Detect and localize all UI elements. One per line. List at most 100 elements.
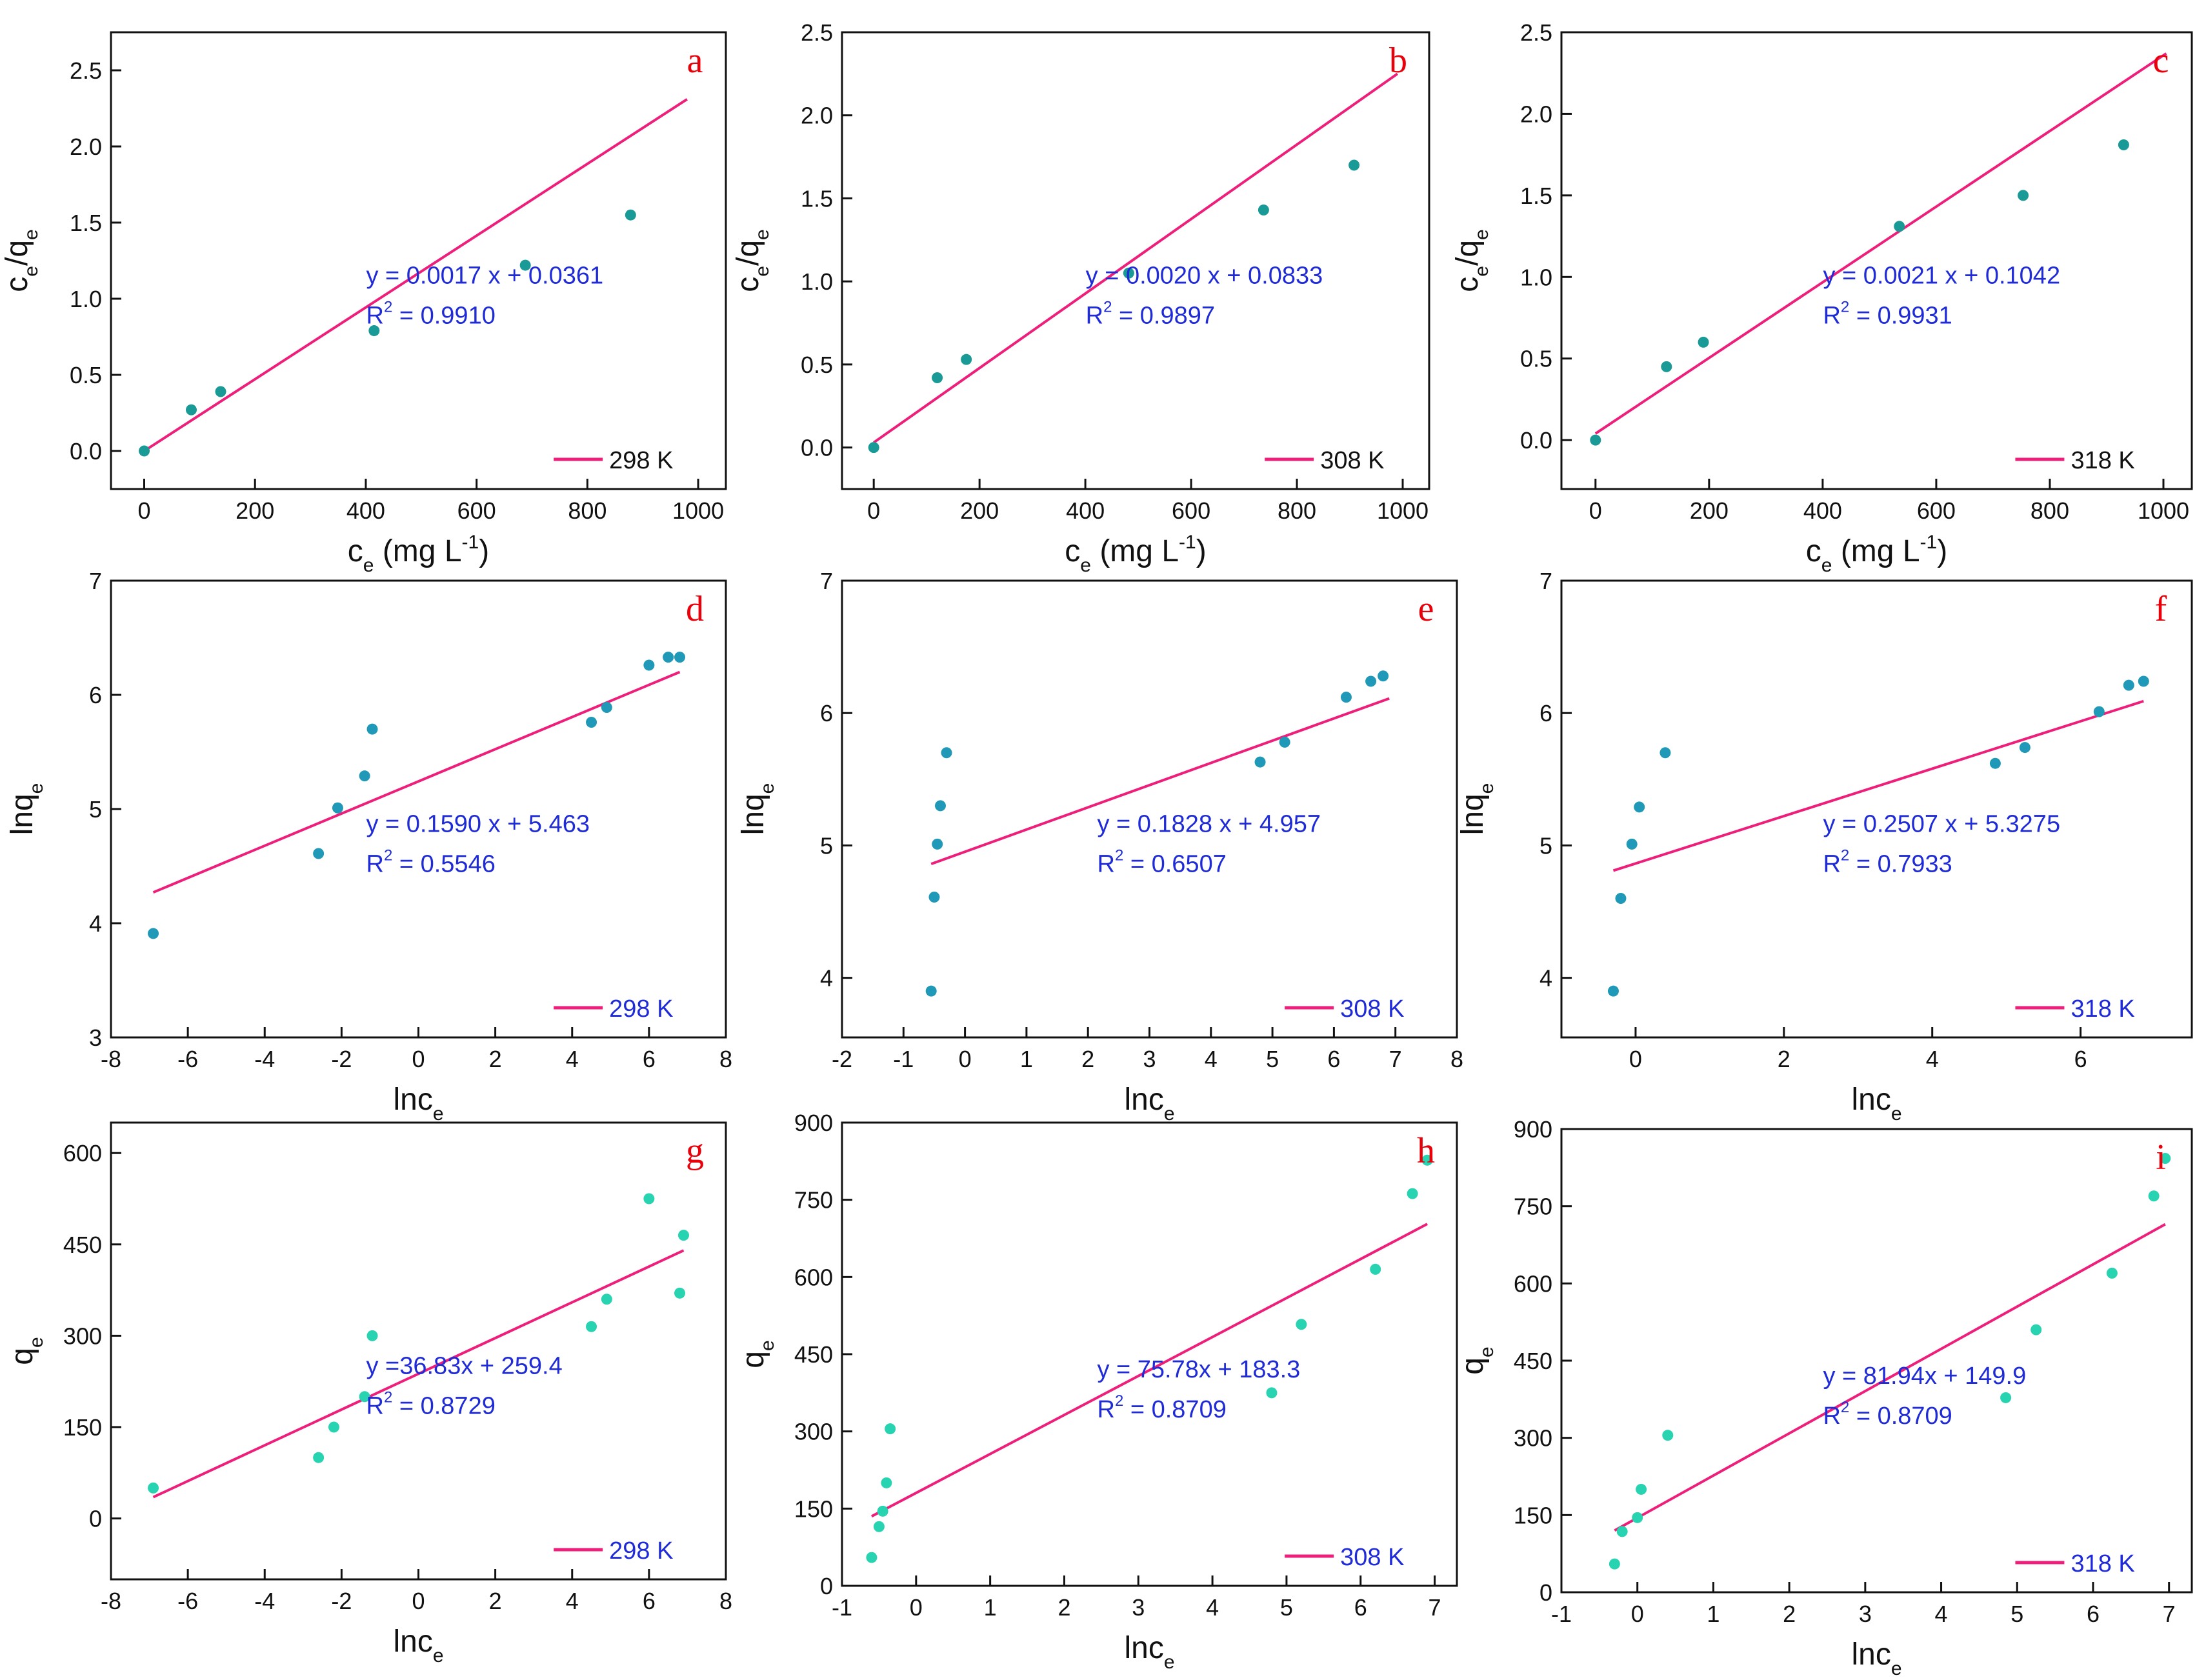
x-tick-label: 0 bbox=[137, 497, 150, 524]
fit-equation: y = 0.2507 x + 5.3275 bbox=[1823, 810, 2060, 837]
fit-line bbox=[930, 697, 1390, 866]
data-point bbox=[932, 838, 943, 850]
panel-letter: f bbox=[2155, 589, 2167, 629]
data-point bbox=[928, 891, 940, 903]
x-tick-label: -6 bbox=[177, 1046, 198, 1072]
data-point bbox=[366, 1330, 378, 1341]
y-tick-label: 1.5 bbox=[1520, 183, 1552, 209]
data-point bbox=[519, 259, 531, 271]
x-tick-label: -2 bbox=[331, 1588, 352, 1614]
y-tick-label: 2.0 bbox=[801, 103, 833, 129]
data-point bbox=[2123, 679, 2134, 691]
panel-letter: d bbox=[686, 589, 704, 629]
x-tick-label: 4 bbox=[566, 1588, 579, 1614]
data-point bbox=[601, 701, 612, 713]
y-tick-label: 7 bbox=[820, 568, 833, 594]
y-tick-label: 0 bbox=[820, 1573, 833, 1599]
data-point bbox=[877, 1505, 888, 1517]
x-tick-label: 4 bbox=[1206, 1594, 1219, 1621]
data-point bbox=[332, 802, 343, 814]
y-axis-title: ce/qe bbox=[0, 229, 42, 292]
data-point bbox=[215, 386, 226, 397]
data-point bbox=[677, 1230, 689, 1241]
data-point bbox=[1989, 757, 2001, 769]
x-tick-label: 200 bbox=[1690, 497, 1729, 524]
data-point bbox=[1661, 361, 1672, 372]
x-axis-title: lnce bbox=[1851, 1083, 1901, 1125]
fit-equation: y =36.83x + 259.4 bbox=[366, 1352, 562, 1379]
data-point bbox=[674, 652, 686, 663]
data-point bbox=[941, 747, 952, 759]
x-tick-label: 0 bbox=[867, 497, 880, 524]
y-tick-label: 1.0 bbox=[1520, 264, 1552, 290]
x-tick-label: -2 bbox=[331, 1046, 352, 1072]
x-tick-label: 400 bbox=[346, 497, 385, 524]
x-tick-label: 0 bbox=[1629, 1046, 1642, 1072]
y-tick-label: 750 bbox=[794, 1187, 833, 1214]
chart-panel-f: 0 2 4 6 4 5 6 7 f y = 0.2507 x + 5.3275 R2 = 0.793… bbox=[1456, 568, 2193, 1125]
r-squared: R2 = 0.6507 bbox=[1097, 846, 1226, 877]
plot-frame bbox=[1560, 31, 2193, 490]
chart-panel-c: 0 200 400 600 800 1000 0.0 0.5 1.0 1.5 2.0 2.5 c y = … bbox=[1450, 19, 2193, 576]
y-tick-label: 600 bbox=[63, 1140, 102, 1166]
plot-frame bbox=[110, 1121, 727, 1581]
fit-line bbox=[1614, 1223, 2166, 1532]
y-axis-title: qe bbox=[1456, 1346, 1498, 1374]
data-point bbox=[1615, 893, 1627, 905]
fit-line bbox=[152, 1249, 685, 1499]
x-axis-title: ce (mg L-1) bbox=[348, 532, 489, 576]
chart-panel-g: -8 -6 -4 -2 0 2 4 6 8 0 150 300 450 600 g y =36.83x + 2… bbox=[5, 1121, 732, 1666]
fit-equation: y = 0.1828 x + 4.957 bbox=[1097, 810, 1321, 837]
y-axis-title: qe bbox=[736, 1340, 778, 1368]
panel-letter: g bbox=[686, 1131, 704, 1171]
fit-line bbox=[1594, 52, 2167, 435]
data-point bbox=[1340, 692, 1352, 703]
y-tick-label: 0.0 bbox=[1520, 427, 1552, 454]
x-tick-label: 2 bbox=[1783, 1601, 1796, 1627]
x-tick-label: 600 bbox=[457, 497, 496, 524]
y-tick-label: 7 bbox=[1539, 568, 1552, 594]
data-point bbox=[1590, 434, 1601, 446]
chart-panel-b: 0 200 400 600 800 1000 0.0 0.5 1.0 1.5 2.0 2.5 b y = … bbox=[731, 19, 1430, 576]
x-tick-label: 800 bbox=[568, 497, 607, 524]
y-tick-label: 300 bbox=[1514, 1425, 1552, 1452]
panel-letter: a bbox=[687, 41, 703, 81]
x-tick-label: 6 bbox=[643, 1046, 656, 1072]
r-squared: R2 = 0.8709 bbox=[1097, 1392, 1226, 1423]
legend-label: 318 K bbox=[2071, 1550, 2134, 1577]
data-point bbox=[366, 723, 378, 735]
y-tick-label: 0.5 bbox=[70, 362, 102, 388]
fit-line bbox=[1612, 699, 2144, 872]
y-tick-label: 300 bbox=[63, 1323, 102, 1349]
panel-letter: b bbox=[1389, 41, 1407, 81]
y-tick-label: 0.5 bbox=[1520, 346, 1552, 372]
x-axis-title: ce (mg L-1) bbox=[1065, 532, 1206, 576]
x-tick-label: -8 bbox=[101, 1588, 121, 1614]
y-tick-label: 450 bbox=[63, 1232, 102, 1258]
y-tick-label: 7 bbox=[89, 568, 102, 594]
data-point bbox=[625, 209, 636, 221]
y-tick-label: 4 bbox=[89, 910, 102, 937]
y-tick-label: 150 bbox=[794, 1495, 833, 1522]
x-tick-label: 6 bbox=[1354, 1594, 1367, 1621]
x-tick-label: 4 bbox=[566, 1046, 579, 1072]
data-point bbox=[1634, 801, 1645, 813]
y-tick-label: 2.5 bbox=[70, 57, 102, 84]
plot-frame bbox=[841, 579, 1458, 1039]
data-point bbox=[586, 1321, 597, 1332]
data-point bbox=[1254, 756, 1266, 768]
chart-panel-e: -2 -1 0 1 2 3 4 5 6 7 8 4 5 6 7 e y = 0.1828 x + 4.957 R2… bbox=[736, 568, 1463, 1125]
y-tick-label: 6 bbox=[820, 700, 833, 726]
data-point bbox=[885, 1423, 896, 1435]
chart-panel-a: 0 200 400 600 800 1000 0.0 0.5 1.0 1.5 2.0 2.5 a y = … bbox=[0, 31, 727, 576]
x-tick-label: 0 bbox=[1589, 497, 1602, 524]
x-tick-label: 0 bbox=[959, 1046, 972, 1072]
x-tick-label: 3 bbox=[1143, 1046, 1156, 1072]
data-point bbox=[601, 1294, 612, 1305]
data-point bbox=[2093, 706, 2105, 717]
y-tick-label: 1.0 bbox=[70, 286, 102, 312]
y-tick-label: 5 bbox=[820, 832, 833, 859]
x-tick-label: 4 bbox=[1926, 1046, 1939, 1072]
x-tick-label: -8 bbox=[101, 1046, 121, 1072]
